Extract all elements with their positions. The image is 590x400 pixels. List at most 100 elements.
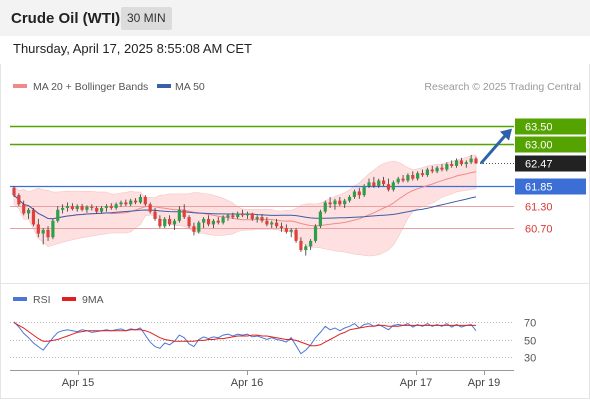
candle — [459, 157, 464, 166]
candle-body — [386, 184, 391, 190]
candle-body — [17, 195, 21, 205]
candle — [99, 206, 104, 214]
candle — [46, 226, 50, 241]
instrument-title: Crude Oil (WTI) — [11, 10, 121, 27]
candle — [221, 215, 225, 225]
candle — [148, 202, 152, 214]
candle — [202, 217, 206, 229]
candle — [172, 218, 177, 230]
candle — [372, 176, 376, 188]
candle — [95, 206, 99, 214]
candle-body — [153, 211, 157, 219]
candle — [12, 186, 16, 197]
target-arrow — [479, 128, 512, 165]
candle-body — [406, 175, 410, 181]
candle — [328, 196, 332, 208]
candle — [406, 173, 410, 183]
candle — [51, 218, 55, 240]
level-box-63-50 — [515, 118, 586, 135]
legend-ma50: MA 50 — [175, 81, 205, 93]
level-label-61-85: 61.85 — [525, 182, 553, 194]
candle — [245, 211, 250, 219]
candle-body — [260, 217, 264, 221]
level-box-62-47 — [515, 155, 586, 172]
candle-body — [454, 160, 459, 166]
candle — [177, 206, 181, 223]
candle-body — [56, 209, 60, 221]
candle-body — [313, 226, 318, 241]
candle-body — [396, 178, 400, 183]
candle-body — [333, 200, 337, 205]
candle-body — [177, 209, 181, 221]
time-axis: Apr 15 Apr 16 Apr 17 Apr 19 — [10, 370, 514, 389]
candle — [347, 195, 352, 203]
timeframe-badge[interactable]: 30 MIN — [121, 7, 172, 30]
candle-body — [36, 224, 40, 234]
candle — [17, 193, 21, 207]
candle — [391, 180, 395, 192]
candle — [343, 198, 347, 208]
candle-body — [352, 191, 357, 197]
candle — [206, 215, 211, 227]
rsi-panel: 70 50 30 — [10, 318, 536, 365]
candle-body — [65, 206, 70, 208]
candle — [138, 194, 143, 204]
candle — [309, 239, 313, 251]
candle — [411, 171, 415, 181]
candle-body — [202, 218, 206, 223]
candle-body — [85, 206, 89, 210]
candle-body — [216, 220, 220, 223]
candle — [124, 199, 128, 207]
candle-body — [318, 211, 322, 227]
candle-body — [158, 218, 162, 227]
candle — [85, 205, 89, 213]
candle-body — [221, 217, 225, 223]
rsi-series-rsi — [13, 321, 477, 355]
candle-body — [99, 207, 104, 212]
candle-body — [70, 206, 74, 210]
candle — [109, 203, 113, 210]
candle — [275, 218, 279, 229]
candle-body — [464, 162, 468, 165]
candle-body — [182, 209, 186, 218]
level-label-63-50: 63.50 — [525, 122, 553, 134]
legend-ma50-swatch — [157, 84, 171, 88]
rsi-tick-label: 70 — [524, 318, 536, 330]
candle — [318, 209, 322, 229]
level-label-60-70: 60.70 — [525, 224, 553, 236]
candle — [435, 165, 439, 174]
candle — [304, 244, 308, 256]
candle — [430, 165, 434, 174]
candle — [425, 167, 429, 177]
candle — [338, 196, 342, 207]
candle — [255, 215, 259, 223]
candle — [236, 211, 240, 219]
candle-body — [168, 218, 172, 225]
candle-body — [211, 220, 215, 225]
candle-body — [420, 173, 425, 176]
candle-body — [357, 191, 361, 196]
candle — [313, 224, 318, 243]
candle — [158, 215, 162, 229]
candle — [114, 202, 118, 210]
candle — [182, 204, 186, 219]
legend-ma20: MA 20 + Bollinger Bands — [33, 81, 148, 93]
candle — [41, 228, 45, 245]
candle-body — [163, 218, 167, 227]
candle — [469, 154, 473, 165]
candle-body — [226, 215, 230, 218]
legend-ma20-swatch — [13, 84, 27, 88]
candle-body — [119, 202, 123, 205]
candle-body — [401, 178, 405, 181]
rsi-tick-label: 30 — [524, 353, 536, 365]
candle-body — [197, 222, 201, 232]
candle — [333, 198, 337, 210]
candle-body — [289, 229, 293, 232]
candle-body — [124, 202, 128, 205]
target-arrow-head — [500, 128, 512, 141]
candle — [396, 176, 400, 185]
candle-body — [90, 206, 94, 208]
candle-body — [206, 218, 211, 225]
candle-body — [469, 158, 473, 163]
candle-body — [80, 206, 84, 210]
